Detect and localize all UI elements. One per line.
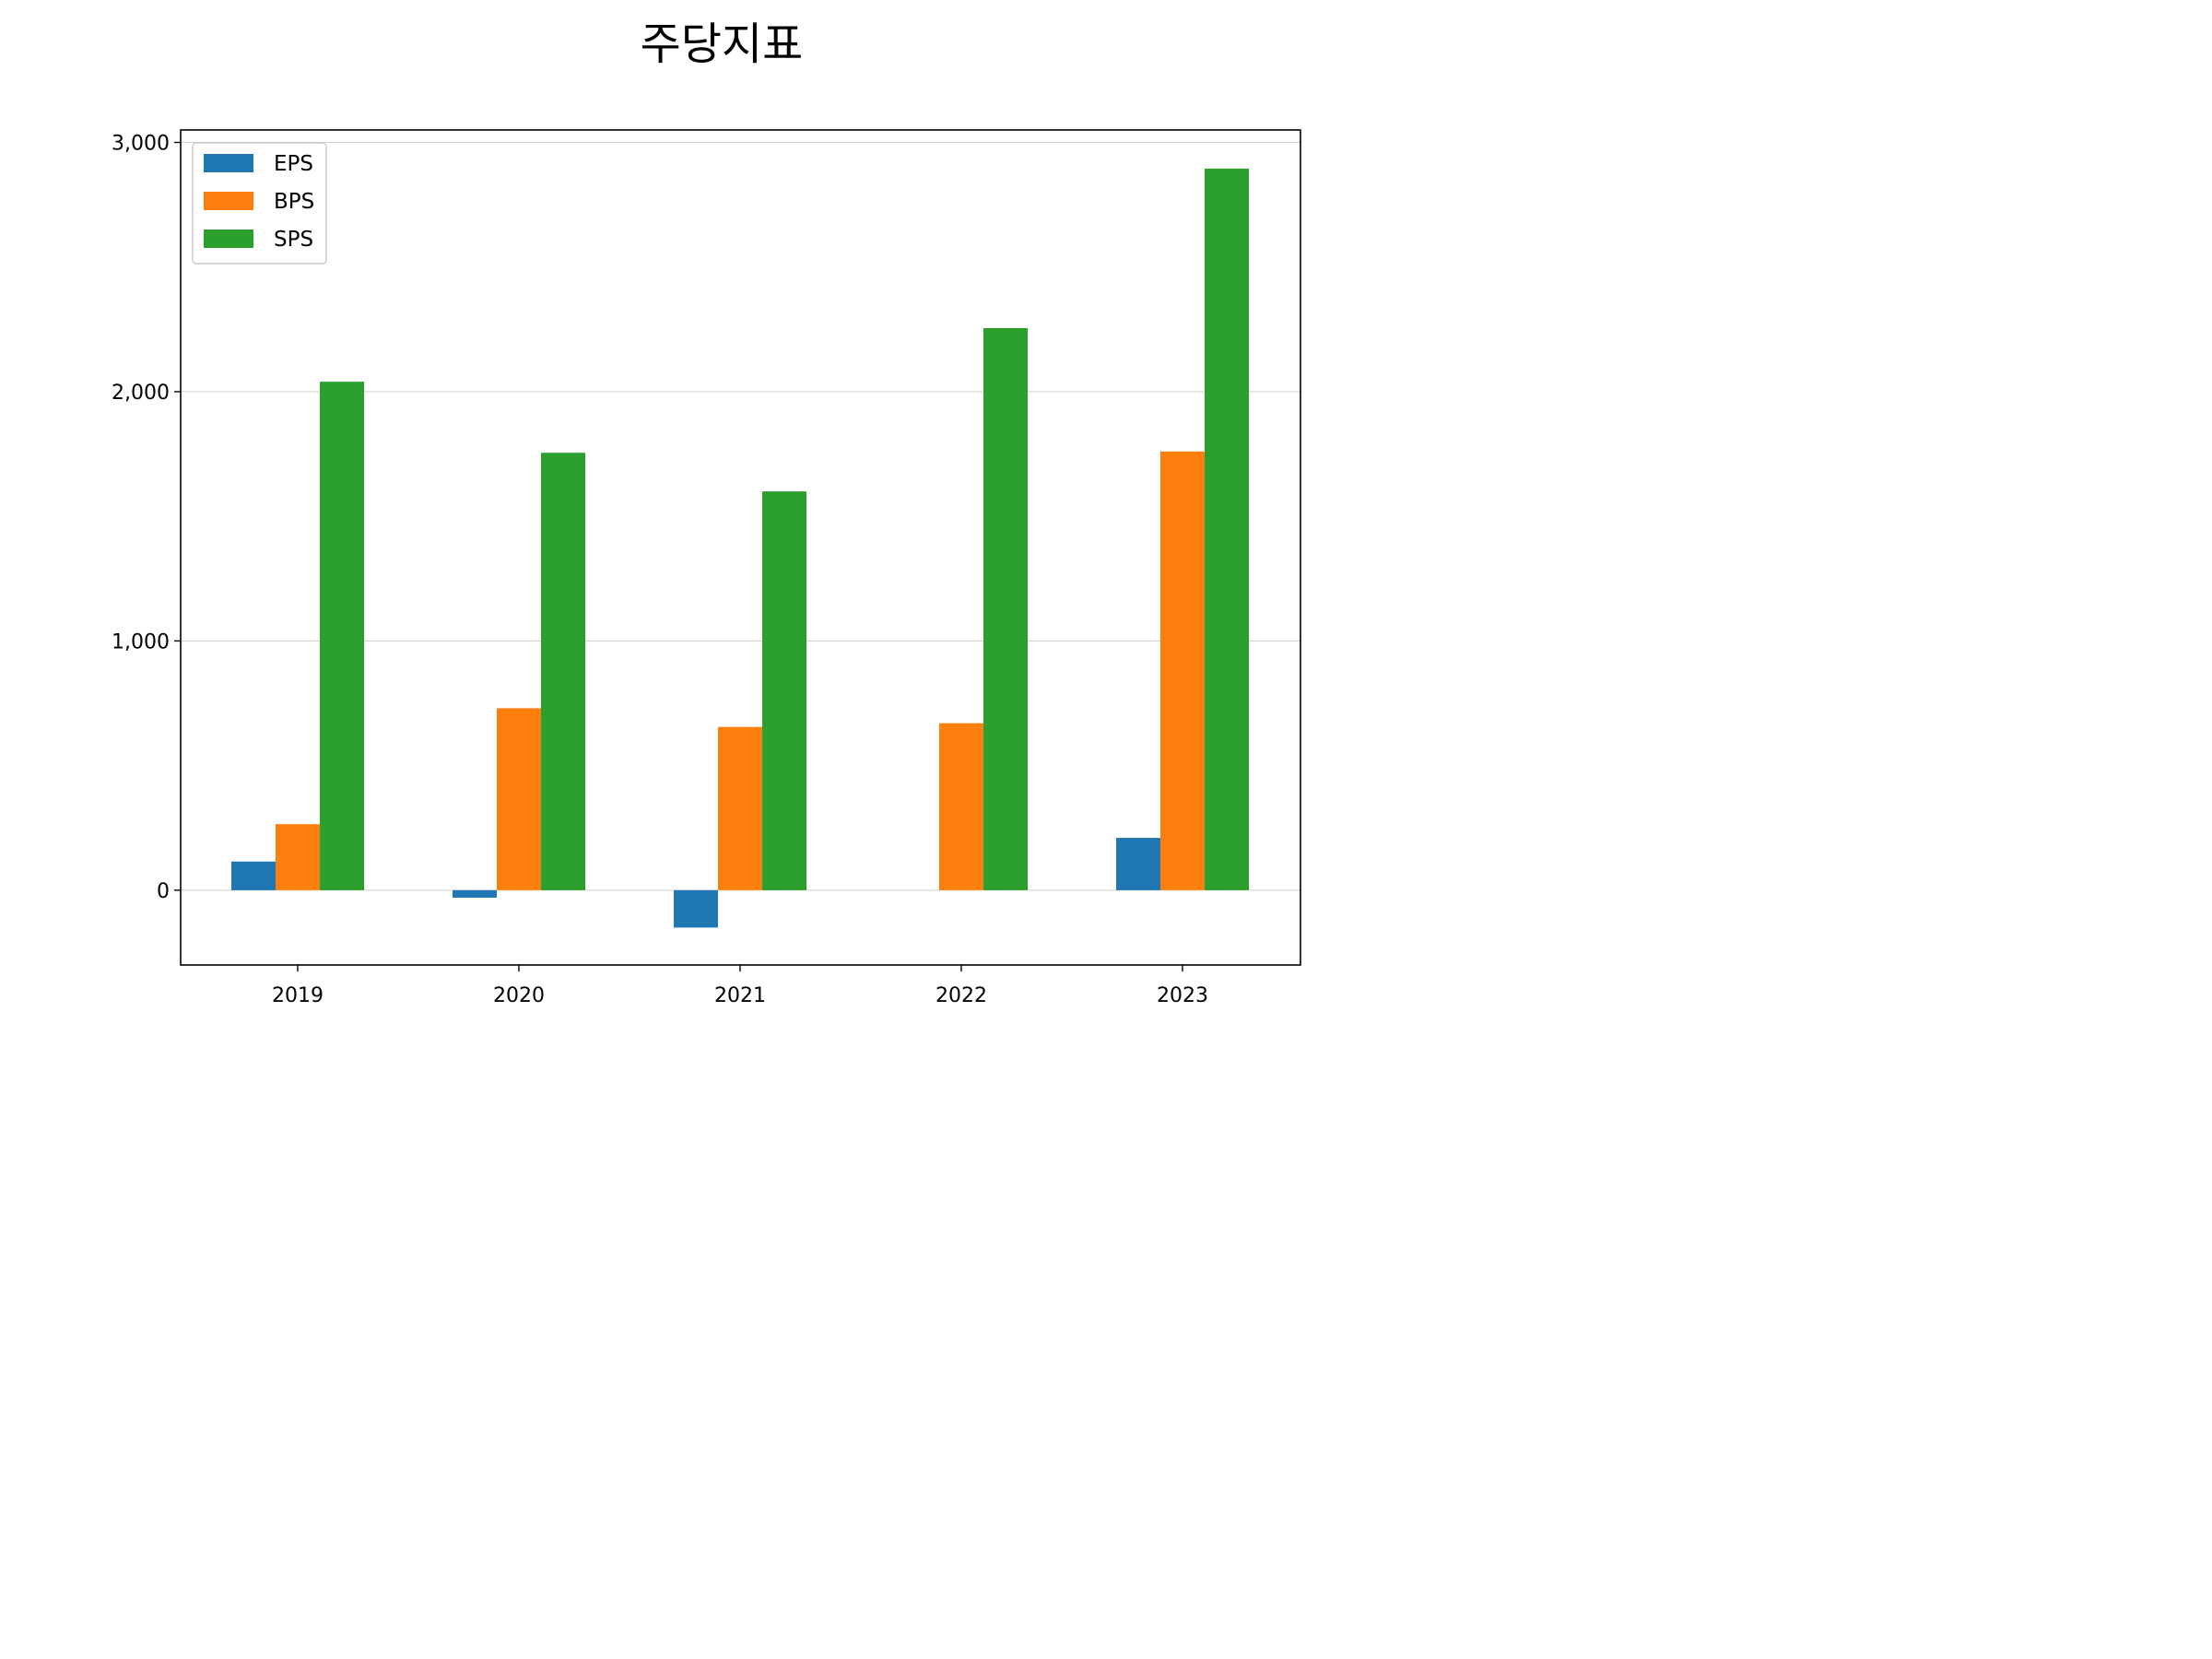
bars [231, 168, 1249, 928]
bar-bps-2023 [1160, 451, 1205, 890]
bar-sps-2021 [762, 491, 806, 890]
y-tick-label: 0 [157, 880, 170, 903]
x-tick-label: 2021 [714, 984, 766, 1007]
y-tick-label: 3,000 [112, 133, 170, 156]
legend-swatch-eps [204, 154, 253, 172]
bar-bps-2019 [276, 824, 320, 890]
bar-sps-2022 [983, 328, 1028, 890]
bar-bps-2021 [718, 726, 762, 890]
legend-label-bps: BPS [274, 190, 314, 214]
legend-label-eps: EPS [274, 152, 313, 176]
bar-bps-2022 [939, 723, 983, 890]
x-tick-label: 2019 [272, 984, 324, 1007]
bar-eps-2021 [674, 889, 718, 928]
x-tick-label: 2023 [1157, 984, 1208, 1007]
bar-sps-2020 [541, 453, 585, 890]
x-tick-label: 2020 [493, 984, 545, 1007]
bar-eps-2023 [1116, 838, 1160, 890]
bar-eps-2019 [231, 861, 276, 890]
legend: EPS BPS SPS [192, 142, 327, 265]
bar-eps-2020 [453, 889, 497, 898]
legend-label-sps: SPS [274, 228, 313, 252]
y-tick-label: 2,000 [112, 382, 170, 405]
bar-sps-2019 [320, 382, 364, 890]
x-tick-label: 2022 [935, 984, 987, 1007]
axes: 0 1,000 2,000 3,000 2019 2020 2021 2022 2023 [112, 133, 1208, 1007]
chart: 주당지표 0 1,000 2,000 3,000 2019 2020 2021 2022 202… [112, 18, 1301, 1007]
chart-title: 주당지표 [641, 18, 804, 70]
bar-sps-2023 [1205, 168, 1249, 890]
legend-swatch-bps [204, 192, 253, 210]
bar-bps-2020 [497, 708, 541, 890]
legend-swatch-sps [204, 229, 253, 248]
y-tick-label: 1,000 [112, 630, 170, 653]
